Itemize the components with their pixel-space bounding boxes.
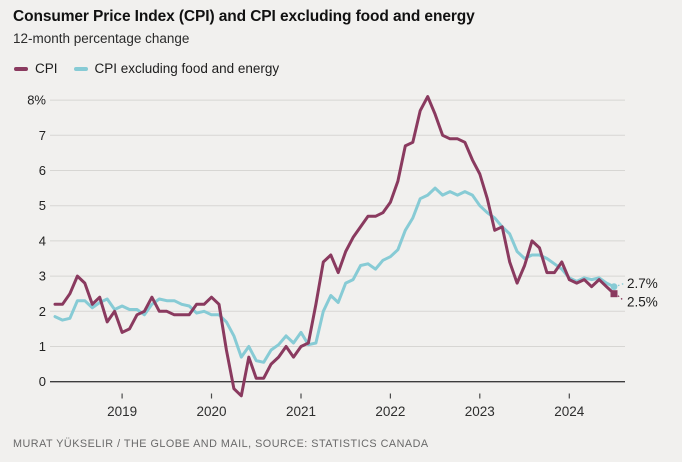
core-cpi-leader-line bbox=[617, 282, 625, 287]
y-tick-label: 3 bbox=[39, 269, 46, 284]
x-tick-label: 2024 bbox=[554, 404, 585, 419]
chart-area: 0 1 2 3 4 5 6 7 8% 2019 2020 2021 2022 2023 2024 2.7% 2.… bbox=[0, 85, 682, 420]
credit-line: MURAT YÜKSELIR / THE GLOBE AND MAIL, SOU… bbox=[13, 438, 429, 450]
cpi-line-swatch-icon bbox=[14, 66, 28, 71]
y-tick-label: 2 bbox=[39, 304, 46, 319]
y-tick-label: 7 bbox=[39, 128, 46, 143]
cpi-end-marker bbox=[610, 290, 618, 298]
x-tick-label: 2022 bbox=[375, 404, 405, 419]
y-tick-label: 5 bbox=[39, 198, 46, 213]
gridlines bbox=[50, 99, 625, 383]
page-title: Consumer Price Index (CPI) and CPI exclu… bbox=[13, 8, 475, 25]
y-axis-labels: 0 1 2 3 4 5 6 7 8% bbox=[27, 93, 46, 390]
x-tick-label: 2021 bbox=[286, 404, 316, 419]
legend-item-core-cpi: CPI excluding food and energy bbox=[73, 61, 280, 76]
x-tick-label: 2019 bbox=[107, 404, 137, 419]
y-tick-label: 4 bbox=[39, 233, 46, 248]
y-tick-label: 8% bbox=[27, 93, 46, 108]
x-tick-label: 2020 bbox=[196, 404, 226, 419]
legend-label-core-cpi: CPI excluding food and energy bbox=[94, 61, 280, 76]
cpi-leader-line bbox=[617, 295, 625, 302]
core-cpi-end-label: 2.7% bbox=[627, 276, 658, 291]
cpi-line bbox=[53, 95, 616, 398]
page-subtitle: 12-month percentage change bbox=[13, 31, 190, 46]
core-cpi-end-marker bbox=[610, 283, 618, 291]
y-tick-label: 1 bbox=[39, 339, 46, 354]
legend-label-cpi: CPI bbox=[35, 61, 58, 76]
core-cpi-line-swatch-icon bbox=[73, 66, 88, 71]
cpi-end-label: 2.5% bbox=[627, 295, 658, 310]
cpi-chart-svg: 0 1 2 3 4 5 6 7 8% 2019 2020 2021 2022 2023 2024 2.7% 2.… bbox=[27, 93, 658, 419]
core-cpi-line bbox=[53, 186, 616, 364]
y-tick-label: 0 bbox=[39, 374, 46, 389]
x-tick-label: 2023 bbox=[465, 404, 495, 419]
legend: CPI CPI excluding food and energy bbox=[14, 61, 295, 76]
y-tick-label: 6 bbox=[39, 163, 46, 178]
legend-item-cpi: CPI bbox=[14, 61, 58, 76]
x-axis: 2019 2020 2021 2022 2023 2024 bbox=[107, 393, 585, 419]
